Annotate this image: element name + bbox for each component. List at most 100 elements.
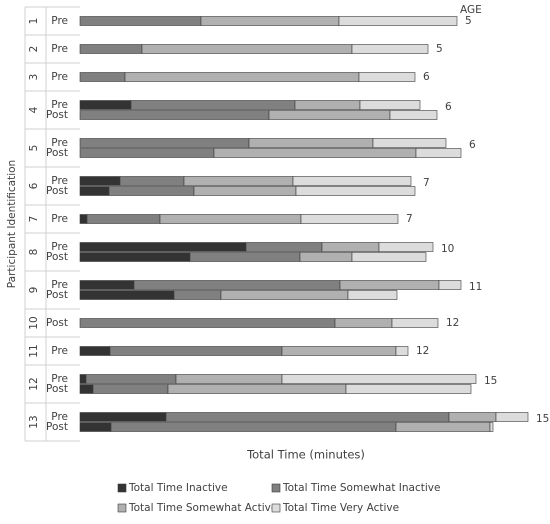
phase-label: Post	[46, 289, 68, 301]
bar-segment	[79, 214, 88, 224]
age-header: AGE	[460, 4, 482, 16]
participant-id: 11	[28, 344, 40, 357]
bar-segment	[321, 242, 380, 252]
phase-label: Pre	[51, 137, 68, 149]
phase-label: Post	[46, 317, 68, 329]
age-label: 11	[469, 281, 482, 293]
bar-segment	[108, 186, 195, 196]
phase-label: Post	[46, 251, 68, 263]
phase-label: Pre	[51, 15, 68, 27]
legend-swatch	[117, 483, 127, 493]
participant-id: 2	[28, 46, 40, 53]
age-label: 7	[406, 213, 413, 225]
phase-label: Pre	[51, 373, 68, 385]
bar-segment	[79, 186, 110, 196]
bar-segment	[165, 412, 450, 422]
bar-segment	[448, 412, 497, 422]
phase-label: Pre	[51, 99, 68, 111]
bar-segment	[193, 186, 297, 196]
bar-segment	[359, 100, 421, 110]
participant-id: 12	[28, 377, 40, 390]
bar-segment	[79, 176, 121, 186]
bar-segment	[299, 252, 353, 262]
bar-segment	[79, 148, 215, 158]
bar-segment	[79, 280, 135, 290]
age-label: 12	[446, 317, 459, 329]
age-label: 5	[436, 43, 443, 55]
bar-segment	[173, 290, 222, 300]
bar-segment	[79, 412, 167, 422]
legend-label: Total Time Somewhat Inactive	[282, 482, 440, 494]
bar-segment	[110, 422, 397, 432]
bar-segment	[295, 186, 416, 196]
bar-segment	[85, 374, 177, 384]
bar-segment	[351, 44, 429, 54]
bar-segment	[92, 384, 169, 394]
bar-segment	[79, 346, 111, 356]
participant-id: 1	[28, 18, 40, 25]
age-label: 5	[465, 15, 472, 27]
bar-segment	[378, 242, 434, 252]
participant-id: 3	[28, 74, 40, 81]
bar-segment	[281, 346, 397, 356]
bar-segment	[79, 422, 112, 432]
bar-segment	[338, 16, 458, 26]
bar-segment	[200, 16, 340, 26]
bar-segment	[489, 422, 494, 432]
x-axis-title: Total Time (minutes)	[246, 448, 365, 462]
phase-label: Pre	[51, 279, 68, 291]
age-label: 15	[484, 375, 497, 387]
age-label: 6	[469, 139, 476, 151]
bar-segment	[79, 318, 336, 328]
bar-segment	[351, 252, 427, 262]
participant-id: 9	[28, 287, 40, 294]
phase-label: Post	[46, 109, 68, 121]
phase-label: Pre	[51, 175, 68, 187]
bar-segment	[495, 412, 529, 422]
participant-id: 13	[28, 415, 40, 428]
age-label: 6	[445, 101, 452, 113]
bar-segment	[245, 242, 323, 252]
participant-id: 5	[28, 145, 40, 152]
bar-segment	[294, 100, 361, 110]
bar-segment	[79, 374, 87, 384]
age-label: 10	[441, 243, 454, 255]
bar-segment	[79, 138, 250, 148]
participant-id: 7	[28, 216, 40, 223]
bar-segment	[300, 214, 399, 224]
phase-label: Post	[46, 185, 68, 197]
bar-segment	[334, 318, 393, 328]
bar-segment	[175, 374, 283, 384]
y-axis-title: Participant Identification	[6, 160, 18, 288]
bar-segment	[438, 280, 462, 290]
legend-swatch	[271, 503, 281, 513]
age-label: 15	[536, 413, 549, 425]
bar-segment	[268, 110, 391, 120]
age-label: 7	[423, 177, 430, 189]
bar-segment	[389, 110, 438, 120]
bar-segment	[347, 290, 398, 300]
participant-id: 8	[28, 249, 40, 256]
legend-label: Total Time Very Active	[282, 502, 399, 514]
bar-segment	[119, 176, 185, 186]
bar-segment	[415, 148, 462, 158]
bar-segment	[79, 252, 191, 262]
bar-segment	[395, 422, 491, 432]
phase-label: Post	[46, 147, 68, 159]
phase-label: Post	[46, 421, 68, 433]
participant-id: 4	[28, 106, 40, 113]
phase-label: Post	[46, 383, 68, 395]
bar-segment	[79, 16, 202, 26]
phase-label: Pre	[51, 241, 68, 253]
phase-label: Pre	[51, 71, 68, 83]
bar-segment	[159, 214, 302, 224]
bar-segment	[141, 44, 353, 54]
bar-segment	[358, 72, 416, 82]
age-label: 12	[416, 345, 429, 357]
bar-segment	[133, 280, 341, 290]
bar-segment	[86, 214, 161, 224]
bar-segment	[109, 346, 283, 356]
phase-label: Pre	[51, 345, 68, 357]
bar-segment	[339, 280, 440, 290]
